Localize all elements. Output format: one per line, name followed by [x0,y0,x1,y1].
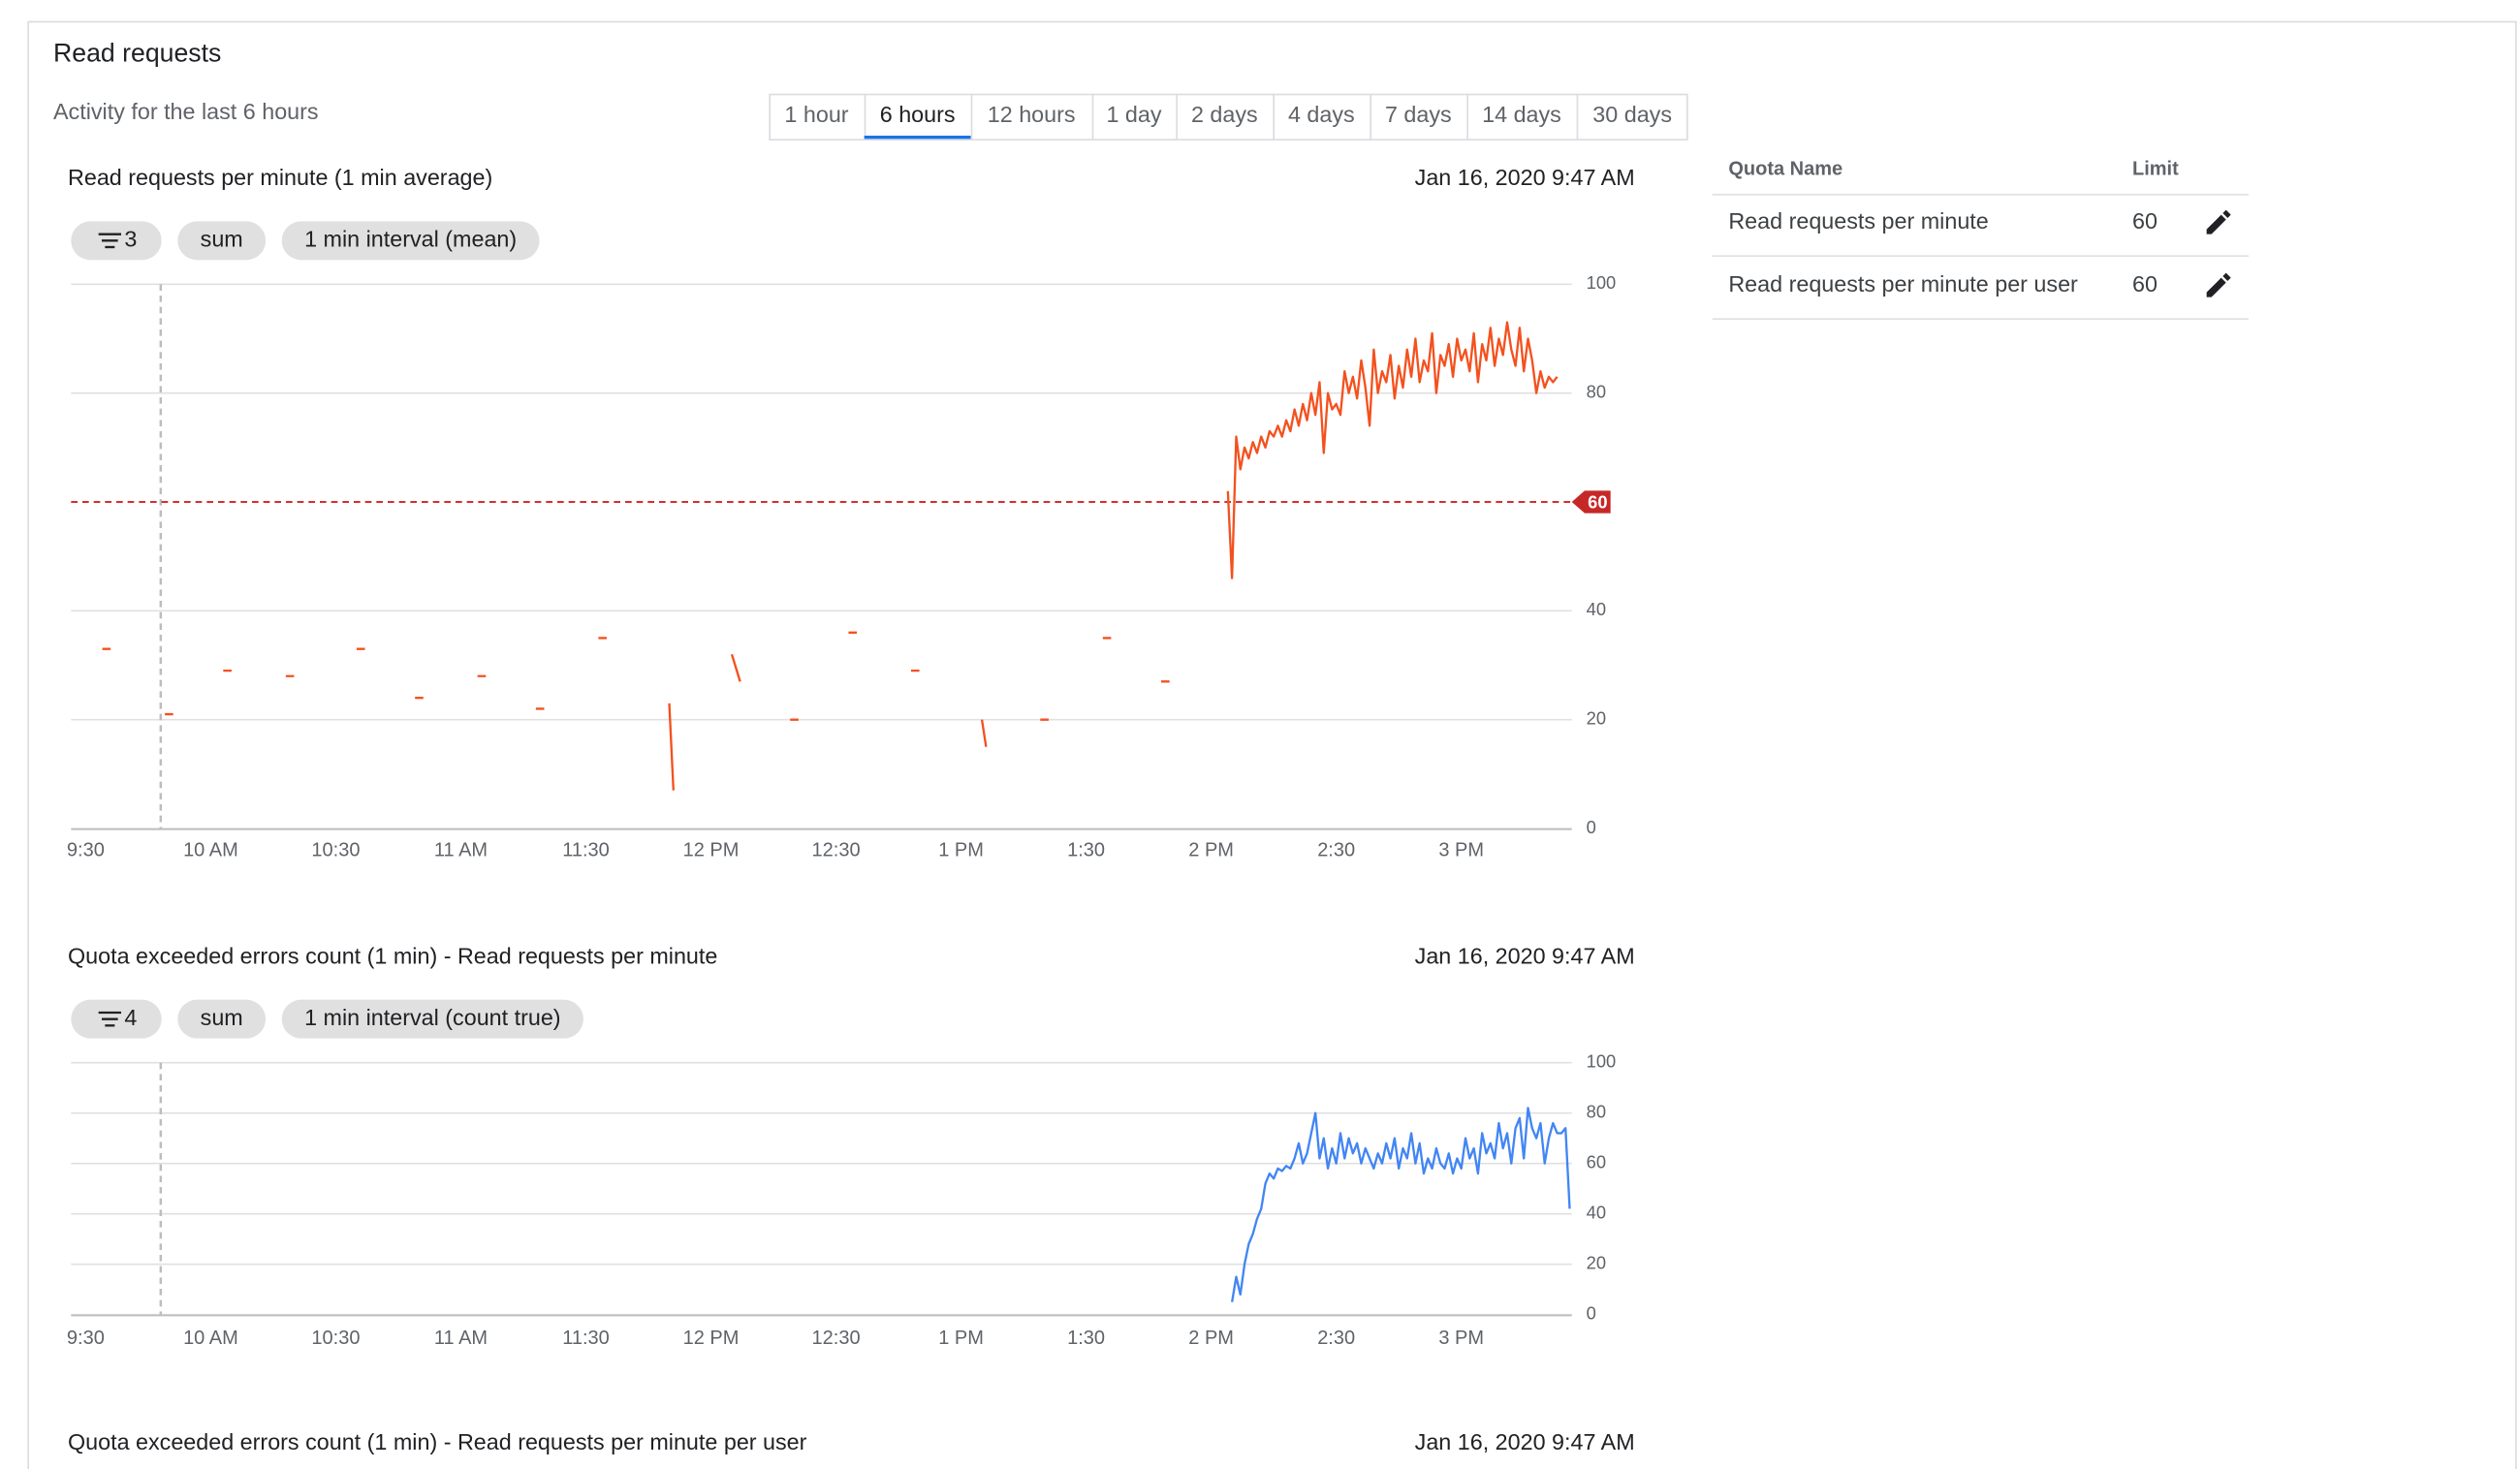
tab-indicator [864,136,971,140]
table-cell: 60 [2132,208,2158,234]
card [27,20,2517,1469]
x-tick-label: 11 AM [434,1328,488,1349]
tab[interactable]: 7 days [1370,93,1452,140]
edit-icon[interactable] [2206,209,2231,234]
data-line [102,321,1559,791]
quota-table: Quota Name Limit Read requests per minute 6… [1712,158,2250,321]
chip[interactable]: sum [177,221,267,261]
chart-title: Quota exceeded errors count (1 min) - Re… [68,1429,807,1454]
tab[interactable]: 14 days [1466,93,1561,140]
tab[interactable]: 1 hour [784,102,848,127]
chart: Read requests per minute (1 min average)… [67,165,1635,860]
filter-chip[interactable]: 4 [71,999,162,1039]
panel-subtitle: Activity for the last 6 hours [53,99,319,124]
tab-label: 2 days [1191,102,1258,127]
tab[interactable]: 30 days [1576,93,1673,140]
x-tick-label: 10 AM [183,840,238,861]
y-tick-label: 100 [1587,1051,1617,1072]
y-tick-label: 80 [1587,382,1606,402]
tab-label: 30 days [1592,102,1672,127]
tab[interactable]: 2 days [1176,93,1258,140]
chip-bg [177,221,267,261]
chart-timestamp: Jan 16, 2020 9:47 AM [1415,165,1635,190]
tab-bar [769,93,1688,141]
x-tick-label: 12:30 [812,1328,861,1349]
chip[interactable]: 1 min interval (mean) [281,221,540,261]
table-header: Quota Name [1728,158,1843,179]
y-tick-label: 0 [1587,817,1596,837]
table-cell: Read requests per minute per user [1728,271,2078,297]
chip[interactable]: sum [177,999,267,1039]
x-tick-label: 1 PM [938,840,984,861]
chip-label: 4 [124,1005,137,1030]
x-tick-label: 1:30 [1067,1328,1105,1349]
x-tick-label: 1 PM [938,1328,984,1349]
tab[interactable]: 6 hours [864,93,971,140]
chart-timestamp: Jan 16, 2020 9:47 AM [1415,1429,1635,1454]
x-tick-label: 11:30 [562,840,610,861]
x-tick-label: 3 PM [1438,1328,1484,1349]
threshold-label: 60 [1588,492,1607,513]
filter-chip[interactable]: 3 [71,221,162,261]
threshold-badge [1571,490,1611,514]
chip-bg [281,999,583,1039]
chart-title: Read requests per minute (1 min average) [68,165,492,190]
x-tick-label: 9:30 [67,1328,105,1349]
tab-label: 7 days [1385,102,1452,127]
x-tick-label: 3 PM [1438,840,1484,861]
tab[interactable]: 12 hours [970,93,1076,140]
x-tick-label: 2 PM [1188,1328,1234,1349]
x-tick-label: 12 PM [683,1328,740,1349]
x-tick-label: 2 PM [1188,840,1234,861]
y-tick-label: 60 [1587,1152,1606,1172]
chip-label: 3 [124,226,137,251]
y-tick-label: 40 [1587,599,1606,619]
chart-title: Quota exceeded errors count (1 min) - Re… [68,943,717,968]
x-tick-label: 10:30 [311,840,360,861]
y-tick-label: 20 [1587,1253,1606,1273]
y-tick-label: 40 [1587,1203,1606,1223]
edit-icon[interactable] [2206,272,2231,297]
chart: Quota exceeded errors count (1 min) - Re… [68,1429,1635,1454]
x-tick-label: 12:30 [812,840,861,861]
x-tick-label: 1:30 [1067,840,1105,861]
x-tick-label: 11 AM [434,840,488,861]
x-tick-label: 12 PM [683,840,740,861]
tab-label: 6 hours [880,102,956,127]
chart: Quota exceeded errors count (1 min) - Re… [67,943,1635,1348]
tab-label: 4 days [1288,102,1355,127]
x-tick-label: 2:30 [1317,840,1355,861]
chip-label: sum [201,226,243,251]
table-cell: Read requests per minute [1728,208,1988,234]
chip-bg [177,999,267,1039]
tab-label: 12 hours [988,102,1076,127]
chip[interactable]: 1 min interval (count true) [281,999,583,1039]
tab-label: 1 hour [784,102,848,127]
tab-label: 1 day [1106,102,1161,127]
x-tick-label: 10 AM [183,1328,238,1349]
panel-title: Read requests [53,39,221,68]
chip-label: 1 min interval (mean) [304,226,517,251]
y-tick-label: 0 [1587,1303,1596,1324]
chip-bg [281,221,540,261]
chart-timestamp: Jan 16, 2020 9:47 AM [1415,943,1635,968]
chip-label: 1 min interval (count true) [304,1005,561,1030]
x-tick-label: 11:30 [562,1328,610,1349]
y-tick-label: 80 [1587,1102,1606,1122]
table-cell: 60 [2132,271,2158,297]
x-tick-label: 10:30 [311,1328,360,1349]
x-tick-label: 2:30 [1317,1328,1355,1349]
table-header: Limit [2132,158,2179,179]
tab[interactable]: 1 day [1091,93,1162,140]
y-tick-label: 100 [1587,272,1617,293]
chip-label: sum [201,1005,243,1030]
y-tick-label: 20 [1587,708,1606,729]
data-line [1230,1107,1571,1302]
tab[interactable]: 4 days [1273,93,1355,140]
x-tick-label: 9:30 [67,840,105,861]
tab-label: 14 days [1482,102,1561,127]
